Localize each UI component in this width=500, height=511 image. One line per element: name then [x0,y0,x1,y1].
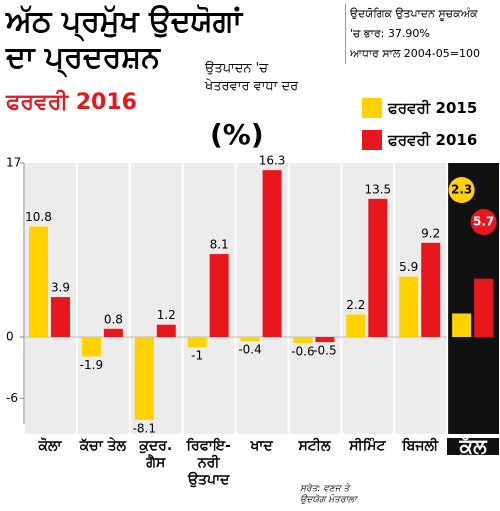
source-line: ਉਦਯੋਗ ਮੰਤਰਾਲਾ [300,495,357,505]
legend-item: ਫਰਵਰੀ 2015 [362,92,477,124]
value-label: 10.8 [25,210,52,224]
value-label: 2.3 [451,183,472,197]
legend-swatch [362,130,382,150]
value-label: -0.6 [291,345,314,359]
note-line: 'ਚ ਭਾਰ: 37.90% [350,27,430,40]
bar [51,297,70,337]
y-tick-label: 17 [6,156,21,170]
note: ਉਦਯੋਗਿਕ ਉਤਪਾਦਨ ਸੂਚਕਅੰਕ 'ਚ ਭਾਰ: 37.90% ਆਧ… [345,4,500,64]
bar [315,337,335,343]
bar [29,226,48,337]
bar [452,313,472,337]
value-label: 2.2 [346,298,365,312]
bar [262,170,282,337]
value-label: -8.1 [133,421,156,435]
value-label: 5.7 [473,215,494,229]
x-tick-label: ਕੱਚਾ ਤੇਲ [79,438,127,454]
source-line: ਸਰੋਤ: ਵਣਜ ਤੇ [300,484,350,494]
source: ਸਰੋਤ: ਵਣਜ ਤੇ ਉਦਯੋਗ ਮੰਤਰਾਲਾ [300,484,357,506]
x-tick-label: ਕੁੱਲ [447,436,500,456]
x-tick-label: ਕੁਦਰ. ਗੈਸ [139,438,173,471]
bar [240,337,260,342]
y-label-line: ਉਤਪਾਦਨ 'ਚ [205,61,269,76]
column-bg [77,163,129,434]
bar [103,328,123,337]
value-label: -1.9 [80,358,103,372]
y-tick-label: -6 [6,391,18,405]
value-label: -0.4 [238,343,261,357]
bar [293,337,313,344]
bar [474,278,494,337]
note-line: ਉਦਯੋਗਿਕ ਉਤਪਾਦਨ ਸੂਚਕਅੰਕ [350,7,478,20]
value-label: 3.9 [51,281,70,295]
legend-label: ਫਰਵਰੀ 2015 [388,99,478,117]
y-label-line: ਖੇਤਰਵਾਰ ਵਾਧਾ ਦਰ [205,79,299,94]
bar [156,324,176,337]
legend-label: ਫਰਵਰੀ 2016 [388,131,478,149]
unit: (%) [210,118,264,151]
subtitle: ਫਰਵਰੀ 2016 [6,90,137,115]
value-label: 16.3 [259,154,286,168]
value-label: -1 [191,349,203,363]
bar [421,242,441,337]
bar [134,337,154,420]
x-tick-label: ਸਟੀਲ [298,438,331,454]
y-label: ਉਤਪਾਦਨ 'ਚ ਖੇਤਰਵਾਰ ਵਾਧਾ ਦਰ [205,60,298,96]
value-badge [448,177,475,203]
value-label: -0.5 [313,344,336,358]
title: ਅੱਠ ਪ੍ਰਮੁੱਖ ਉਦਯੋਗਾਂ ਦਾ ਪ੍ਰਦਰਸ਼ਨ [6,4,242,76]
value-label: 0.8 [104,312,123,326]
value-label: 5.9 [399,260,418,274]
bar [209,254,229,337]
value-badge [470,209,497,235]
bar [187,337,207,348]
value-label: 9.2 [421,226,440,240]
bar [81,337,101,357]
value-label: 8.1 [210,238,229,252]
x-tick-label: ਬਿਜਲੀ [402,438,439,454]
legend: ਫਰਵਰੀ 2015 ਫਰਵਰੀ 2016 [362,92,477,156]
title-line: ਦਾ ਪ੍ਰਦਰਸ਼ਨ [6,40,161,75]
x-tick-label: ਸੀਮਿੰਟ [349,438,386,454]
x-tick-label: ਰਿਫਾਇ-ਨਰੀ ਉਤਪਾਦ [186,438,231,488]
legend-swatch [362,98,382,118]
bar [368,198,388,337]
column-bg [289,163,341,434]
x-tick-label: ਖਾਦ [250,438,273,454]
note-line: ਆਧਾਰ ਸਾਲ 2004-05=100 [350,47,480,60]
x-tick-label: ਕੋਲਾ [38,438,62,454]
y-tick-label: 0 [6,330,14,344]
value-label: 13.5 [364,182,391,196]
title-line: ਅੱਠ ਪ੍ਰਮੁੱਖ ਉਦਯੋਗਾਂ [6,4,243,39]
value-label: 1.2 [157,308,176,322]
bar [399,276,419,337]
legend-item: ਫਰਵਰੀ 2016 [362,124,477,156]
bar [346,314,366,337]
